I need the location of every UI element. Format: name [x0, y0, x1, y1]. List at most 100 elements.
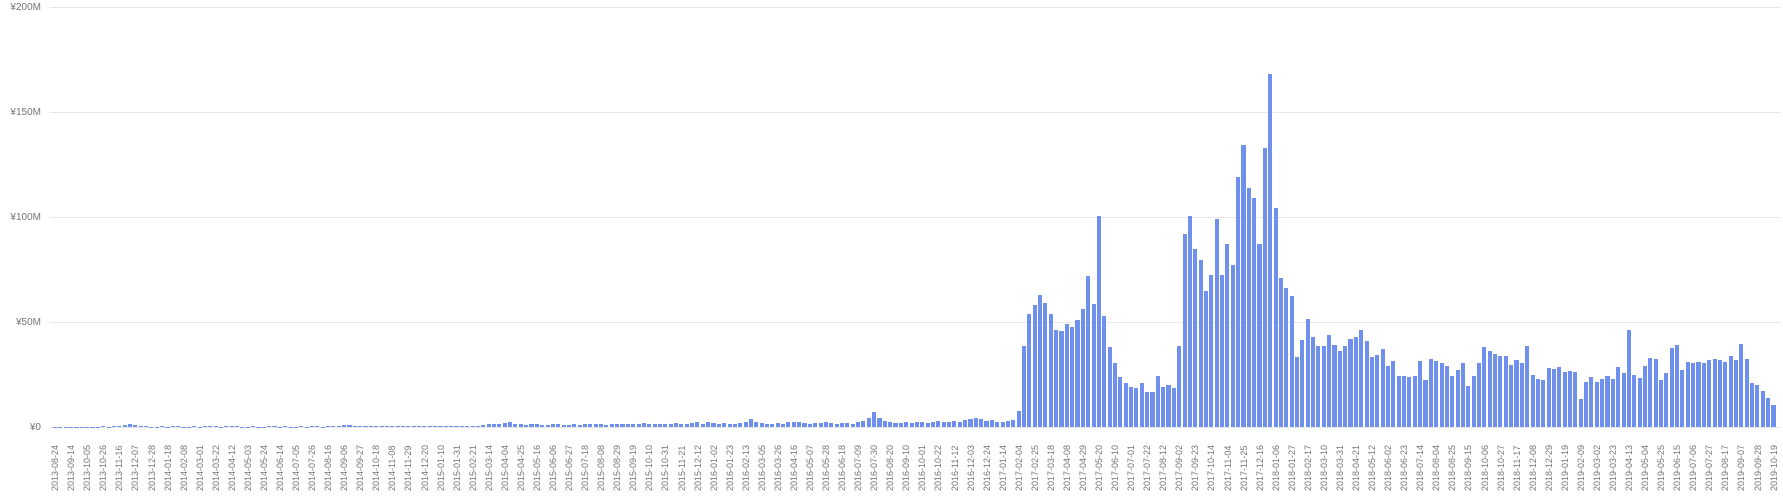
bar[interactable]: [127, 424, 133, 427]
bar[interactable]: [368, 426, 373, 427]
bar[interactable]: [1771, 404, 1776, 427]
bar[interactable]: [1375, 354, 1380, 427]
bar[interactable]: [1664, 373, 1669, 427]
bar[interactable]: [920, 422, 925, 427]
bar[interactable]: [1514, 359, 1519, 427]
bar[interactable]: [904, 421, 909, 427]
bar[interactable]: [957, 421, 962, 427]
bar[interactable]: [1605, 375, 1610, 427]
bar[interactable]: [582, 424, 588, 427]
bar[interactable]: [727, 423, 732, 427]
bar[interactable]: [877, 417, 882, 427]
bar[interactable]: [534, 424, 539, 427]
bar[interactable]: [111, 426, 116, 427]
bar[interactable]: [1011, 419, 1016, 427]
bar[interactable]: [636, 423, 641, 427]
bar[interactable]: [342, 425, 347, 427]
bar[interactable]: [673, 422, 679, 427]
bar[interactable]: [1187, 215, 1192, 427]
bar[interactable]: [625, 424, 630, 427]
bar[interactable]: [813, 422, 818, 427]
bar[interactable]: [117, 426, 122, 427]
bar[interactable]: [855, 422, 861, 427]
bar[interactable]: [641, 423, 646, 427]
bar[interactable]: [331, 426, 336, 427]
bar[interactable]: [502, 422, 507, 427]
bar[interactable]: [1166, 385, 1171, 427]
bar[interactable]: [352, 425, 357, 427]
bar[interactable]: [1102, 315, 1107, 427]
bar[interactable]: [144, 426, 149, 427]
bar[interactable]: [1493, 353, 1498, 427]
bar[interactable]: [1509, 365, 1514, 427]
bar[interactable]: [743, 421, 748, 427]
bar[interactable]: [1691, 362, 1696, 427]
bar[interactable]: [1589, 376, 1594, 427]
bar[interactable]: [1562, 372, 1567, 427]
bar[interactable]: [1203, 290, 1209, 427]
bar[interactable]: [888, 422, 893, 427]
bar[interactable]: [481, 425, 486, 427]
bar[interactable]: [1070, 327, 1075, 427]
bar[interactable]: [1648, 357, 1653, 427]
bar[interactable]: [1723, 361, 1728, 427]
bar[interactable]: [309, 426, 315, 427]
bar[interactable]: [759, 423, 764, 427]
bar[interactable]: [1305, 318, 1310, 427]
bar[interactable]: [690, 423, 695, 427]
bar[interactable]: [1396, 375, 1401, 427]
bar[interactable]: [267, 426, 272, 427]
bar[interactable]: [732, 424, 737, 427]
bar[interactable]: [1193, 248, 1198, 427]
bar[interactable]: [979, 419, 984, 427]
bar[interactable]: [1150, 392, 1155, 427]
bar[interactable]: [1391, 360, 1396, 427]
bar[interactable]: [989, 420, 994, 427]
bar[interactable]: [952, 420, 957, 427]
bar[interactable]: [893, 423, 898, 427]
bar[interactable]: [620, 424, 625, 427]
bar[interactable]: [160, 426, 165, 427]
bar[interactable]: [1198, 260, 1203, 427]
bar[interactable]: [1236, 177, 1241, 427]
bar[interactable]: [1359, 330, 1364, 427]
bar[interactable]: [443, 426, 448, 427]
bar[interactable]: [1610, 378, 1615, 427]
bar[interactable]: [1482, 347, 1487, 427]
bar[interactable]: [529, 424, 534, 427]
bar[interactable]: [374, 426, 379, 427]
bar[interactable]: [1637, 377, 1642, 427]
bar[interactable]: [1038, 294, 1043, 427]
bar[interactable]: [1519, 362, 1524, 427]
bar[interactable]: [652, 424, 657, 427]
bar[interactable]: [1246, 187, 1251, 427]
bar[interactable]: [122, 424, 127, 427]
bar[interactable]: [1487, 351, 1492, 427]
bar[interactable]: [1658, 379, 1664, 427]
bar[interactable]: [1418, 360, 1423, 427]
bar[interactable]: [272, 426, 277, 427]
bar[interactable]: [1161, 387, 1166, 427]
bar[interactable]: [566, 424, 571, 427]
bar[interactable]: [781, 423, 786, 427]
bar[interactable]: [861, 421, 866, 427]
bar[interactable]: [1749, 382, 1755, 427]
bar[interactable]: [1402, 375, 1407, 427]
bar[interactable]: [384, 426, 389, 427]
bar[interactable]: [449, 425, 454, 427]
bar[interactable]: [1054, 330, 1059, 427]
bar[interactable]: [1530, 374, 1535, 427]
bar[interactable]: [663, 424, 668, 427]
bar[interactable]: [400, 425, 406, 427]
bar[interactable]: [1626, 330, 1631, 427]
bar[interactable]: [1541, 379, 1546, 427]
bar[interactable]: [1273, 207, 1278, 427]
bar[interactable]: [1578, 398, 1583, 427]
bar[interactable]: [1171, 388, 1176, 427]
bar[interactable]: [1139, 382, 1144, 427]
bar[interactable]: [101, 426, 106, 427]
bar[interactable]: [1642, 366, 1648, 427]
bar[interactable]: [1653, 358, 1658, 427]
bar[interactable]: [1385, 366, 1391, 427]
bar[interactable]: [1423, 379, 1428, 427]
